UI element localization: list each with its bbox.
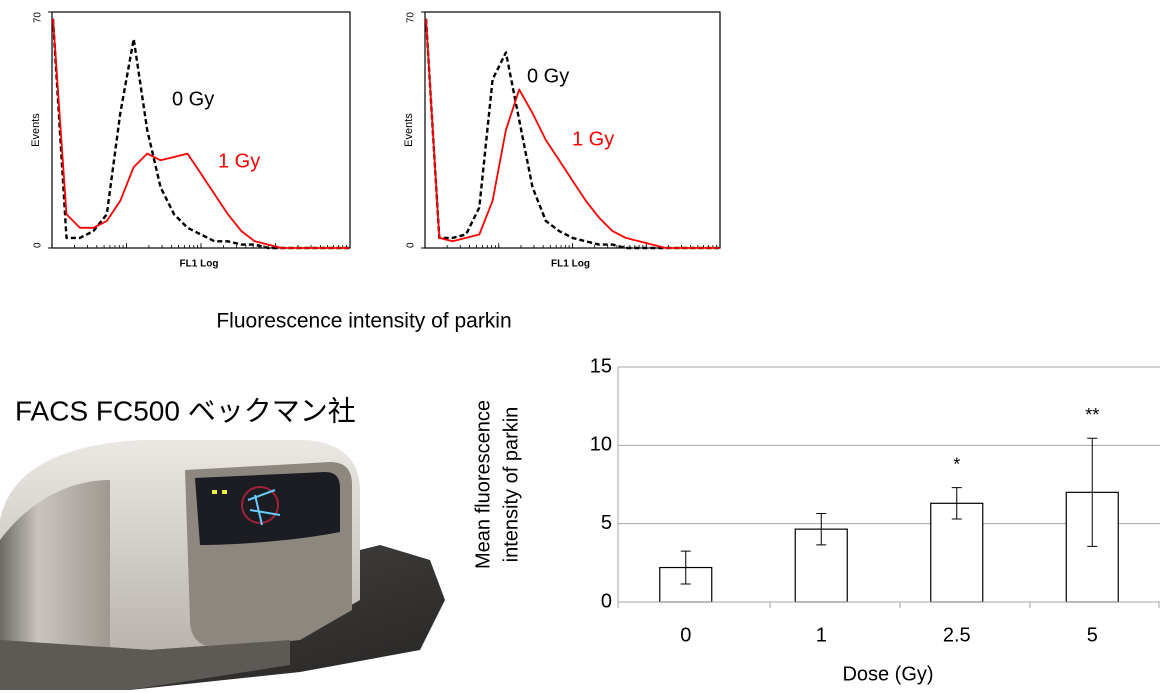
y-axis-label: Events xyxy=(30,113,42,147)
x-axis-label: FL1 Log xyxy=(180,259,219,270)
x-axis-label: FL1 Log xyxy=(551,259,590,270)
series-label: 1 Gy xyxy=(218,150,260,172)
y-tick-label: 15 xyxy=(590,355,612,377)
x-tick-label: 0 xyxy=(680,624,691,646)
y-tick-label: 5 xyxy=(601,512,612,534)
photo-caption: FACS FC500 ベックマン社 xyxy=(15,395,356,426)
significance-label: * xyxy=(953,454,960,474)
x-tick-label: 5 xyxy=(1087,624,1098,646)
plot-frame xyxy=(51,11,351,249)
instrument-photo xyxy=(0,440,445,690)
y-tick-label: 0 xyxy=(601,590,612,612)
y-axis-label: Events xyxy=(403,113,415,147)
error-bar xyxy=(680,550,691,585)
series-label: 0 Gy xyxy=(527,65,569,87)
plots: 0 70 Events FL1 Log 0 Gy 1 Gy 0 70 Events FL1 Log… xyxy=(30,11,1160,685)
y-axis-label: Mean fluorescence xyxy=(472,400,494,569)
y-tick-label: 10 xyxy=(590,434,612,456)
x-axis-label: Dose (Gy) xyxy=(842,663,933,685)
error-bar xyxy=(951,487,962,520)
y-tick-label: 70 xyxy=(406,12,417,24)
histogram-line xyxy=(52,18,349,249)
x-tick-label: 1 xyxy=(816,624,827,646)
y-tick-label: 70 xyxy=(33,12,44,24)
y-tick-label: 0 xyxy=(33,242,44,248)
significance-label: ** xyxy=(1085,405,1099,425)
y-tick-label: 0 xyxy=(406,242,417,248)
error-bar xyxy=(1087,437,1098,547)
x-tick-label: 2.5 xyxy=(943,624,971,646)
y-axis-label: intensity of parkin xyxy=(500,407,522,563)
caption: Fluorescence intensity of parkin xyxy=(216,310,511,333)
histogram-line xyxy=(51,18,349,250)
error-bar xyxy=(816,512,827,546)
series-label: 1 Gy xyxy=(572,128,614,150)
series-label: 0 Gy xyxy=(172,88,214,110)
bar xyxy=(930,502,984,603)
histogram-line xyxy=(425,18,719,249)
